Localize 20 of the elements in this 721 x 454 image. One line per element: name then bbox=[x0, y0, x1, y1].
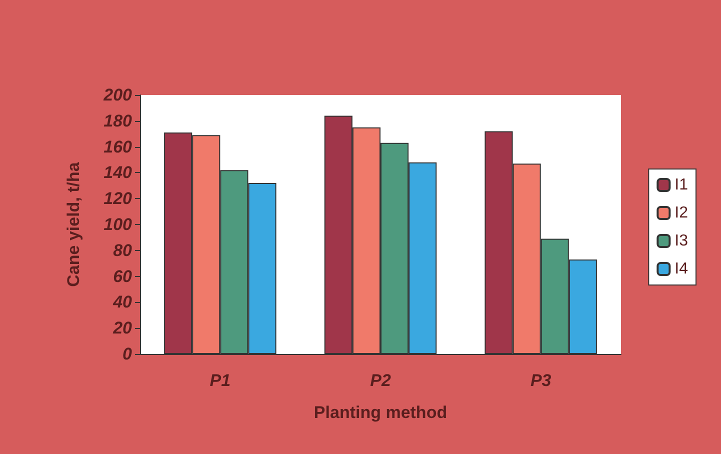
y-tick-label: 0 bbox=[122, 344, 133, 364]
y-tick-label: 100 bbox=[104, 215, 133, 234]
y-tick-label: 20 bbox=[112, 318, 133, 338]
y-tick-label: 200 bbox=[102, 86, 133, 104]
y-tick-label: 80 bbox=[113, 240, 133, 260]
x-tick-label: P3 bbox=[530, 371, 552, 390]
x-tick-label: P1 bbox=[210, 371, 231, 390]
x-tick-label: P2 bbox=[370, 371, 392, 390]
y-tick-label: 40 bbox=[112, 292, 133, 312]
y-tick-label: 120 bbox=[104, 189, 133, 208]
y-tick-label: 160 bbox=[104, 137, 133, 156]
y-tick-label: 140 bbox=[104, 163, 133, 182]
x-axis-title: Planting method bbox=[314, 403, 448, 422]
legend-label: I3 bbox=[674, 232, 688, 250]
y-tick-label: 60 bbox=[113, 266, 133, 286]
legend-label: I4 bbox=[674, 260, 688, 278]
y-tick-label: 180 bbox=[104, 111, 133, 130]
legend-label: I2 bbox=[674, 204, 688, 222]
legend-label: I1 bbox=[674, 176, 688, 194]
y-axis-title: Cane yield, t/ha bbox=[64, 162, 83, 287]
